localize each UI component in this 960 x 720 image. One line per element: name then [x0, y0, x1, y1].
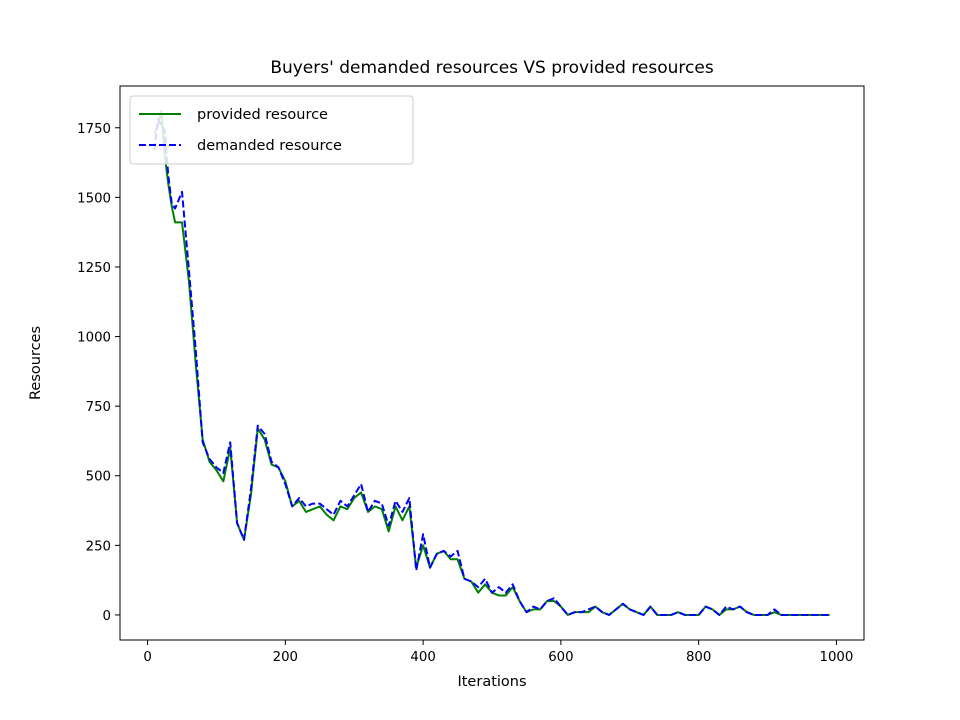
x-axis-label: Iterations: [457, 674, 526, 690]
y-tick-label: 250: [86, 539, 111, 554]
plot-frame: [119, 85, 865, 641]
y-tick-label: 1250: [77, 261, 111, 276]
legend-label: provided resource: [197, 107, 328, 123]
y-axis-label: Resources: [28, 326, 44, 400]
y-tick-label: 1750: [77, 122, 111, 137]
x-tick-label: 200: [273, 650, 298, 665]
y-tick-label: 1000: [77, 331, 111, 346]
legend: provided resource demanded resource: [129, 95, 414, 165]
y-tick-label: 500: [86, 470, 111, 485]
x-tick-label: 1000: [820, 650, 854, 665]
y-tick-label: 750: [86, 400, 111, 415]
y-tick-label: 0: [103, 609, 111, 624]
x-tick-label: 600: [548, 650, 573, 665]
x-tick-label: 800: [686, 650, 711, 665]
x-tick-label: 0: [143, 650, 151, 665]
y-axis: 0 250 500 750 1000 1250 1500 1750: [77, 122, 120, 624]
series-layer: [153, 110, 830, 616]
legend-box: [129, 95, 414, 165]
x-tick-label: 400: [410, 650, 435, 665]
y-tick-label: 1500: [77, 191, 111, 206]
legend-label: demanded resource: [197, 138, 342, 154]
series-line-demanded: [153, 118, 830, 616]
x-axis: 0 200 400 600 800 1000: [143, 640, 853, 665]
chart-title: Buyers' demanded resources VS provided r…: [270, 58, 714, 78]
series-line-provided: [153, 110, 830, 616]
